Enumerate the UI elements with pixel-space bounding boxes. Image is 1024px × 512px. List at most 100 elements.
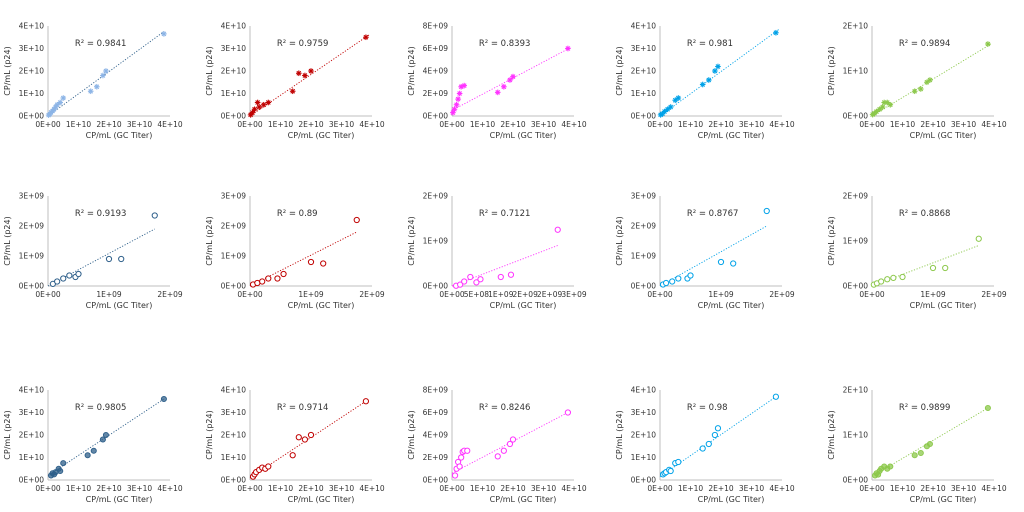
x-tick-label: 4E+10 [157,120,183,129]
x-axis-label: CP/mL (GC Titer) [288,495,355,504]
r-squared-label: R² = 0.89 [277,209,318,219]
data-point [899,273,906,281]
y-tick-label: 0E+00 [843,476,869,485]
y-axis-label: CP/mL (p24) [407,46,416,95]
y-tick-label: 0E+00 [843,112,869,121]
y-axis-label: CP/mL (p24) [3,216,12,265]
x-tick-label: 2E+10 [708,484,734,493]
data-point [256,104,262,110]
data-point [302,72,308,79]
data-point [289,88,296,95]
y-tick-label: 1E+09 [843,237,869,246]
x-tick-label: 2E+10 [298,120,324,129]
data-point [887,101,894,108]
x-tick-label: 2E+09 [769,290,795,299]
data-point [87,88,94,95]
y-tick-label: 4E+10 [221,386,247,395]
data-point [507,271,515,278]
data-point [675,458,682,466]
y-tick-label: 2E+10 [19,67,45,76]
x-tick-label: 2E+09 [537,290,563,299]
data-point [473,279,480,286]
data-point [494,89,501,96]
data-point [60,275,67,282]
data-point [929,264,937,272]
data-point [494,453,501,460]
data-point [500,447,507,454]
data-point [714,425,722,432]
y-tick-label: 3E+10 [221,44,247,53]
data-point [506,440,514,448]
data-point [501,83,507,90]
y-tick-label: 1E+09 [19,252,45,261]
data-point [564,409,572,416]
x-axis-label: CP/mL (GC Titer) [910,495,977,504]
trend-line [871,245,979,287]
data-point [699,81,706,88]
y-axis-label: CP/mL (p24) [205,46,214,95]
data-point [497,273,504,281]
data-point [730,260,737,267]
y-tick-label: 1E+09 [221,252,247,261]
data-point [873,108,880,115]
x-tick-label: 0E+00 [647,484,673,493]
y-tick-label: 2E+09 [631,222,657,231]
x-tick-label: 0E+00 [237,290,263,299]
y-tick-label: 3E+10 [221,408,247,417]
y-tick-label: 1E+10 [221,89,247,98]
data-point [715,63,721,70]
data-point [985,41,991,47]
data-point [926,440,934,448]
x-tick-label: 0E+00 [647,120,673,129]
r-squared-label: R² = 0.8393 [479,39,531,49]
x-tick-label: 1E+10 [890,120,916,129]
x-tick-label: 1E+10 [678,120,704,129]
data-point [453,101,460,108]
data-point [911,452,918,459]
y-tick-label: 4E+10 [631,386,657,395]
y-axis-label: CP/mL (p24) [827,216,836,265]
x-tick-label: 4E+10 [769,120,795,129]
x-tick-label: 0E+00 [859,290,885,299]
y-tick-label: 1E+09 [631,252,657,261]
data-point [477,276,484,283]
data-point [54,278,61,285]
y-axis-label: CP/mL (p24) [407,410,416,459]
y-tick-label: 0E+00 [423,282,449,291]
x-axis-label: CP/mL (GC Titer) [86,301,153,310]
y-tick-label: 4E+10 [19,386,45,395]
data-point [458,454,465,461]
x-tick-label: 0E+00 [647,290,673,299]
y-tick-label: 2E+10 [631,67,657,76]
data-point [451,106,458,113]
y-tick-label: 0E+00 [221,112,247,121]
y-tick-label: 0E+00 [423,476,449,485]
y-tick-label: 8E+09 [423,22,449,31]
data-point [457,281,464,288]
y-axis-label: CP/mL (p24) [615,216,624,265]
x-tick-label: 1E+09 [488,290,514,299]
data-point [509,436,517,443]
y-tick-label: 1E+10 [843,431,869,440]
y-axis-label: CP/mL (p24) [827,46,836,95]
y-tick-label: 0E+00 [843,282,869,291]
data-point [280,270,287,278]
x-axis-label: CP/mL (GC Titer) [698,301,765,310]
x-tick-label: 1E+10 [678,484,704,493]
x-axis-label: CP/mL (GC Titer) [490,301,557,310]
data-point [467,273,474,281]
x-tick-label: 0E+00 [237,484,263,493]
y-tick-label: 3E+10 [631,44,657,53]
data-point [265,463,272,470]
y-axis-label: CP/mL (p24) [205,410,214,459]
trend-line [451,245,558,287]
data-point [75,270,82,278]
y-axis-label: CP/mL (p24) [827,410,836,459]
x-axis-label: CP/mL (GC Titer) [86,495,153,504]
x-tick-label: 4E+10 [561,484,587,493]
x-tick-label: 0E+00 [439,290,465,299]
x-axis-label: CP/mL (GC Titer) [698,131,765,140]
data-point [60,460,67,467]
data-point [295,434,302,441]
y-tick-label: 0E+00 [221,476,247,485]
